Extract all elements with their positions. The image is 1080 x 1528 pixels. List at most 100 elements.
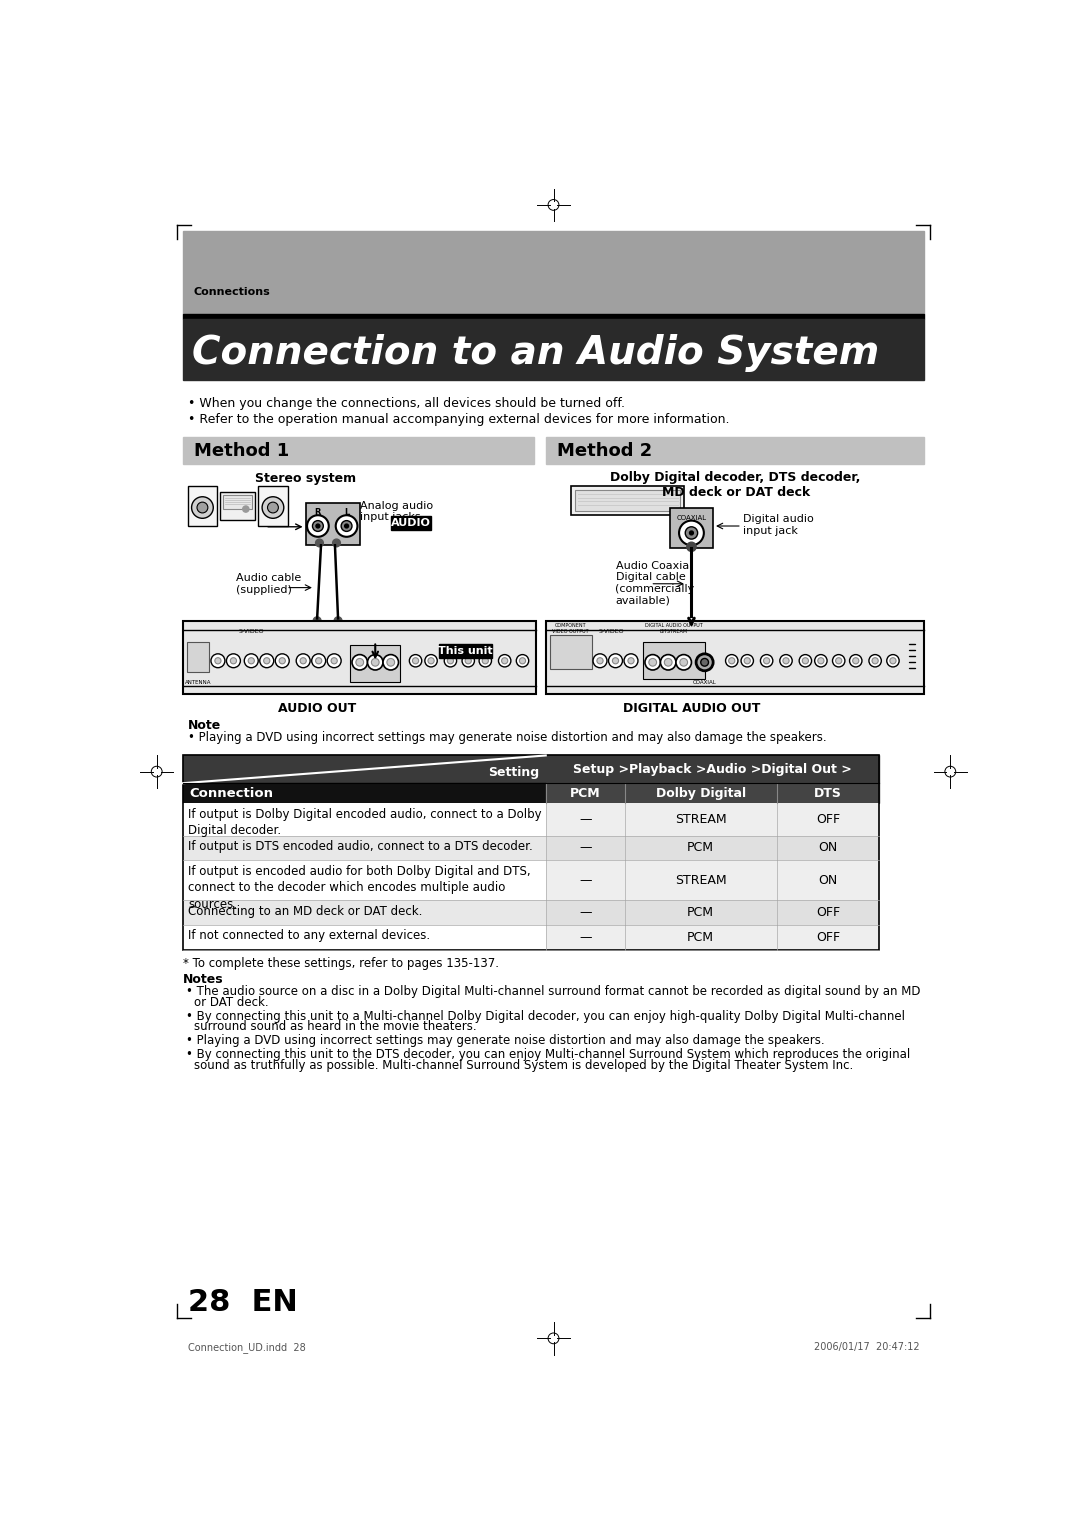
Circle shape <box>887 654 900 666</box>
Bar <box>183 437 535 465</box>
Bar <box>188 486 217 526</box>
Circle shape <box>312 654 326 668</box>
Circle shape <box>760 654 773 666</box>
Text: If not connected to any external devices.: If not connected to any external devices… <box>189 929 431 943</box>
Bar <box>545 924 625 949</box>
Circle shape <box>744 657 751 663</box>
Text: Notes: Notes <box>183 973 224 986</box>
Circle shape <box>664 659 672 666</box>
Circle shape <box>593 654 607 668</box>
Text: If output is DTS encoded audio, connect to a DTS decoder.: If output is DTS encoded audio, connect … <box>189 840 534 853</box>
Circle shape <box>741 654 754 666</box>
Circle shape <box>814 654 827 666</box>
Text: STREAM: STREAM <box>675 813 727 825</box>
Text: • Playing a DVD using incorrect settings may generate noise distortion and may a: • Playing a DVD using incorrect settings… <box>188 730 826 744</box>
Bar <box>187 642 208 671</box>
Bar <box>550 634 592 669</box>
Text: AUDIO: AUDIO <box>391 518 431 529</box>
Bar <box>777 860 879 900</box>
Circle shape <box>890 657 896 663</box>
Circle shape <box>296 654 310 668</box>
Text: —: — <box>579 874 592 886</box>
Circle shape <box>645 654 661 669</box>
Circle shape <box>447 657 454 663</box>
Circle shape <box>799 654 811 666</box>
Text: This unit: This unit <box>437 646 492 656</box>
Circle shape <box>243 506 248 512</box>
Text: Connection_UD.indd  28: Connection_UD.indd 28 <box>188 1342 306 1354</box>
Circle shape <box>482 657 488 663</box>
Bar <box>183 315 924 319</box>
Circle shape <box>852 657 859 663</box>
Bar <box>350 645 400 683</box>
Circle shape <box>327 654 341 668</box>
Circle shape <box>336 515 357 536</box>
Circle shape <box>372 659 379 666</box>
Circle shape <box>244 654 258 668</box>
Text: S-VIDEO: S-VIDEO <box>598 630 624 634</box>
Bar <box>183 900 545 924</box>
Text: ANTENNA: ANTENNA <box>185 680 211 685</box>
Circle shape <box>215 657 221 663</box>
Text: Connection to an Audio System: Connection to an Audio System <box>192 333 879 371</box>
Text: • When you change the connections, all devices should be turned off.: • When you change the connections, all d… <box>188 397 624 411</box>
Text: DTS: DTS <box>814 787 841 799</box>
Circle shape <box>780 654 793 666</box>
Bar <box>777 836 879 860</box>
Circle shape <box>307 515 328 536</box>
Bar <box>545 437 924 465</box>
Circle shape <box>315 657 322 663</box>
Circle shape <box>334 617 342 625</box>
Circle shape <box>729 657 734 663</box>
Circle shape <box>679 659 688 666</box>
Text: —: — <box>579 813 592 825</box>
Circle shape <box>519 657 526 663</box>
Bar <box>777 784 879 804</box>
Bar <box>224 495 252 509</box>
Bar <box>183 620 536 694</box>
Circle shape <box>701 659 708 666</box>
Circle shape <box>689 532 693 535</box>
Circle shape <box>687 542 697 552</box>
Bar <box>625 784 777 804</box>
Circle shape <box>356 659 364 666</box>
Text: —: — <box>579 906 592 918</box>
Bar <box>545 620 924 694</box>
Circle shape <box>211 654 225 668</box>
Circle shape <box>268 503 279 513</box>
Circle shape <box>383 654 399 669</box>
Circle shape <box>850 654 862 666</box>
Text: • The audio source on a disc in a Dolby Digital Multi-channel surround format ca: • The audio source on a disc in a Dolby … <box>186 986 920 998</box>
Circle shape <box>315 539 323 547</box>
Circle shape <box>726 654 738 666</box>
Circle shape <box>465 657 471 663</box>
Text: 28  EN: 28 EN <box>188 1288 297 1317</box>
Text: OFF: OFF <box>815 906 840 918</box>
Bar <box>258 486 287 526</box>
Text: OFF: OFF <box>815 813 840 825</box>
Circle shape <box>444 654 457 666</box>
Circle shape <box>197 503 207 513</box>
Text: Connection: Connection <box>189 787 273 799</box>
Circle shape <box>818 657 824 663</box>
Text: COAXIAL: COAXIAL <box>676 515 706 521</box>
Bar <box>625 860 777 900</box>
Text: surround sound as heard in the movie theaters.: surround sound as heard in the movie the… <box>194 1021 476 1033</box>
Text: Setting: Setting <box>488 766 540 779</box>
Bar <box>777 804 879 836</box>
Circle shape <box>869 654 881 666</box>
Circle shape <box>316 524 320 529</box>
Circle shape <box>627 657 634 663</box>
Text: —: — <box>579 842 592 854</box>
Circle shape <box>802 657 809 663</box>
Circle shape <box>624 654 638 668</box>
Text: 2006/01/17  20:47:12: 2006/01/17 20:47:12 <box>813 1342 919 1352</box>
Bar <box>183 755 879 784</box>
Text: Audio cable
(supplied): Audio cable (supplied) <box>235 573 301 594</box>
Circle shape <box>279 657 285 663</box>
Bar <box>643 642 704 680</box>
Text: STREAM: STREAM <box>675 874 727 886</box>
Text: Audio Coaxial
Digital cable
(commercially
available): Audio Coaxial Digital cable (commerciall… <box>616 561 694 605</box>
Circle shape <box>367 654 383 669</box>
Text: AUDIO OUT: AUDIO OUT <box>278 701 356 715</box>
